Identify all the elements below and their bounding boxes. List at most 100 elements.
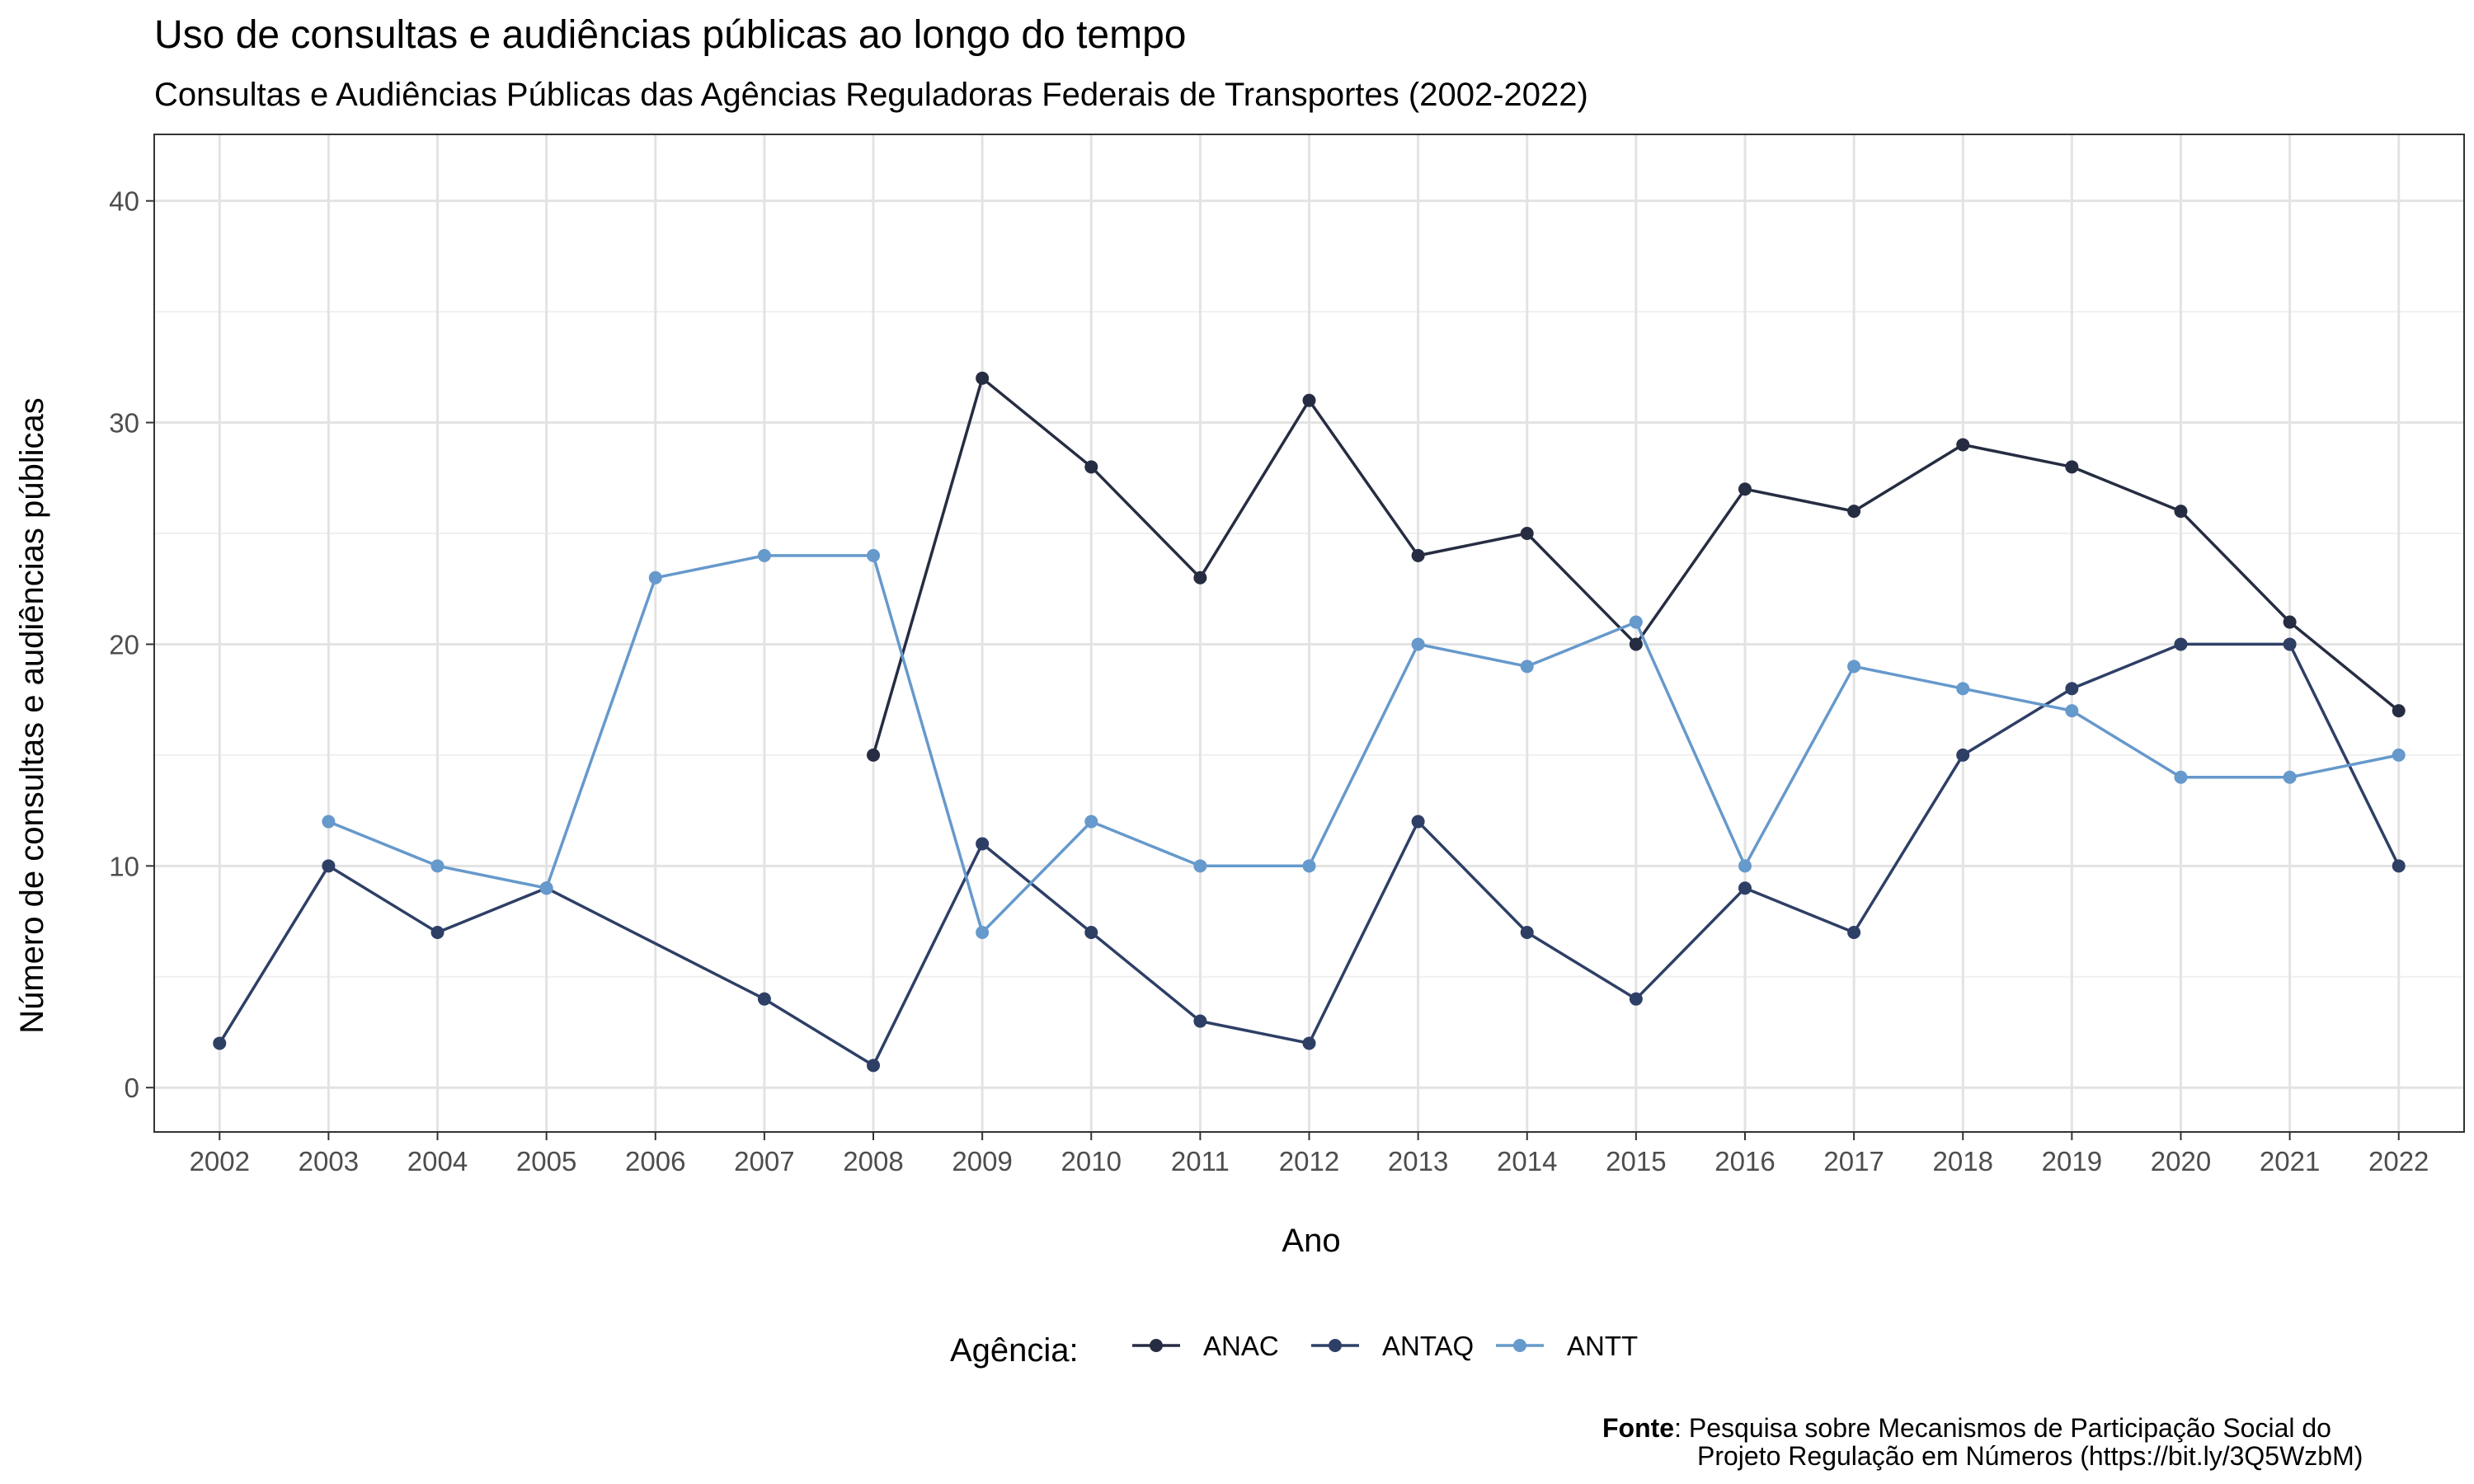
point-antt — [1084, 815, 1098, 829]
point-antt — [539, 881, 553, 895]
point-anac — [2065, 460, 2079, 474]
x-tick-label: 2021 — [2260, 1146, 2320, 1176]
legend-label-antt: ANTT — [1567, 1331, 1638, 1361]
x-tick-label: 2018 — [1933, 1146, 1993, 1176]
x-tick-label: 2014 — [1497, 1146, 1557, 1176]
point-antaq — [867, 1059, 881, 1073]
point-antaq — [1738, 881, 1752, 895]
x-tick-label: 2011 — [1171, 1146, 1230, 1176]
y-axis-title: Número de consultas e audiências pública… — [14, 397, 50, 1034]
point-antaq — [1302, 1036, 1316, 1050]
point-anac — [1520, 527, 1534, 540]
x-tick-label: 2009 — [952, 1146, 1012, 1176]
point-antaq — [1956, 748, 1970, 762]
series-antt — [322, 548, 2406, 939]
point-antt — [757, 548, 771, 562]
point-antaq — [430, 926, 444, 939]
series-antaq — [213, 637, 2406, 1073]
point-antt — [2392, 748, 2406, 762]
point-antaq — [2065, 682, 2079, 696]
point-anac — [1411, 548, 1425, 562]
x-axis: 2002 2003 2004 2005 2006 2007 2008 2009 2010 2011… — [190, 1132, 2429, 1176]
point-antaq — [1411, 815, 1425, 829]
point-antt — [976, 926, 990, 939]
caption-line-1: Fonte: Pesquisa sobre Mecanismos de Part… — [1602, 1413, 2331, 1443]
point-antt — [430, 859, 444, 873]
legend-label-anac: ANAC — [1203, 1331, 1279, 1361]
chart-subtitle: Consultas e Audiências Públicas das Agên… — [154, 77, 1588, 113]
point-antt — [2065, 704, 2079, 718]
point-anac — [1629, 637, 1643, 651]
series-line-antaq — [218, 642, 2401, 1068]
point-antt — [1847, 660, 1861, 674]
y-tick-label: 40 — [109, 186, 139, 217]
point-anac — [2283, 615, 2297, 629]
point-anac — [1302, 393, 1316, 407]
point-anac — [2174, 505, 2188, 519]
point-antt — [1738, 859, 1752, 873]
x-tick-label: 2016 — [1714, 1146, 1775, 1176]
legend-items: ANAC ANTAQ ANTT — [1132, 1331, 1638, 1361]
point-antt — [322, 815, 336, 829]
point-anac — [1193, 571, 1207, 585]
x-tick-label: 2017 — [1823, 1146, 1884, 1176]
legend-key-point — [1513, 1339, 1526, 1352]
x-axis-title: Ano — [1282, 1223, 1340, 1259]
y-tick-label: 0 — [125, 1073, 139, 1103]
y-tick-label: 20 — [109, 629, 139, 660]
x-tick-label: 2022 — [2368, 1146, 2429, 1176]
legend-item-antaq: ANTAQ — [1311, 1331, 1474, 1361]
point-anac — [976, 371, 990, 385]
point-antt — [1629, 615, 1643, 629]
point-antaq — [1520, 926, 1534, 939]
point-anac — [867, 748, 881, 762]
x-tick-label: 2008 — [843, 1146, 903, 1176]
legend-key-point — [1150, 1339, 1163, 1352]
y-tick-label: 10 — [109, 851, 139, 881]
point-antaq — [976, 837, 990, 851]
x-tick-label: 2005 — [516, 1146, 576, 1176]
point-antt — [1956, 682, 1970, 696]
x-tick-label: 2006 — [625, 1146, 685, 1176]
point-antaq — [2174, 637, 2188, 651]
point-antt — [2174, 770, 2188, 784]
point-anac — [1738, 482, 1752, 496]
point-antaq — [213, 1036, 227, 1050]
caption-text-1: : Pesquisa sobre Mecanismos de Participa… — [1674, 1413, 2331, 1443]
point-antt — [867, 548, 881, 562]
x-tick-label: 2007 — [734, 1146, 794, 1176]
chart-title: Uso de consultas e audiências públicas a… — [154, 13, 1187, 57]
point-antaq — [2283, 637, 2297, 651]
series-layer — [213, 371, 2406, 1073]
x-tick-label: 2003 — [299, 1146, 359, 1176]
x-tick-label: 2019 — [2042, 1146, 2102, 1176]
point-antt — [1520, 660, 1534, 674]
point-anac — [1956, 438, 1970, 452]
point-anac — [1084, 460, 1098, 474]
point-antaq — [1084, 926, 1098, 939]
x-tick-label: 2012 — [1279, 1146, 1339, 1176]
x-tick-label: 2002 — [190, 1146, 250, 1176]
point-antt — [2283, 770, 2297, 784]
point-antt — [1302, 859, 1316, 873]
point-antt — [1193, 859, 1207, 873]
point-anac — [1847, 505, 1861, 519]
point-antaq — [1629, 992, 1643, 1006]
legend-item-antt: ANTT — [1496, 1331, 1638, 1361]
legend: Agência: ANAC ANTAQ ANTT — [950, 1331, 1638, 1369]
point-anac — [2392, 704, 2406, 718]
caption: Fonte: Pesquisa sobre Mecanismos de Part… — [1602, 1413, 2363, 1471]
point-antaq — [2392, 859, 2406, 873]
grid — [154, 134, 2464, 1132]
point-antaq — [322, 859, 336, 873]
point-antaq — [1193, 1014, 1207, 1028]
point-antt — [648, 571, 662, 585]
point-antaq — [1847, 926, 1861, 939]
point-antaq — [757, 992, 771, 1006]
x-tick-label: 2015 — [1606, 1146, 1666, 1176]
series-line-antt — [327, 554, 2400, 934]
series-anac — [867, 371, 2406, 762]
point-antt — [1411, 637, 1425, 651]
caption-line-2: Projeto Regulação em Números (https://bi… — [1697, 1441, 2363, 1471]
